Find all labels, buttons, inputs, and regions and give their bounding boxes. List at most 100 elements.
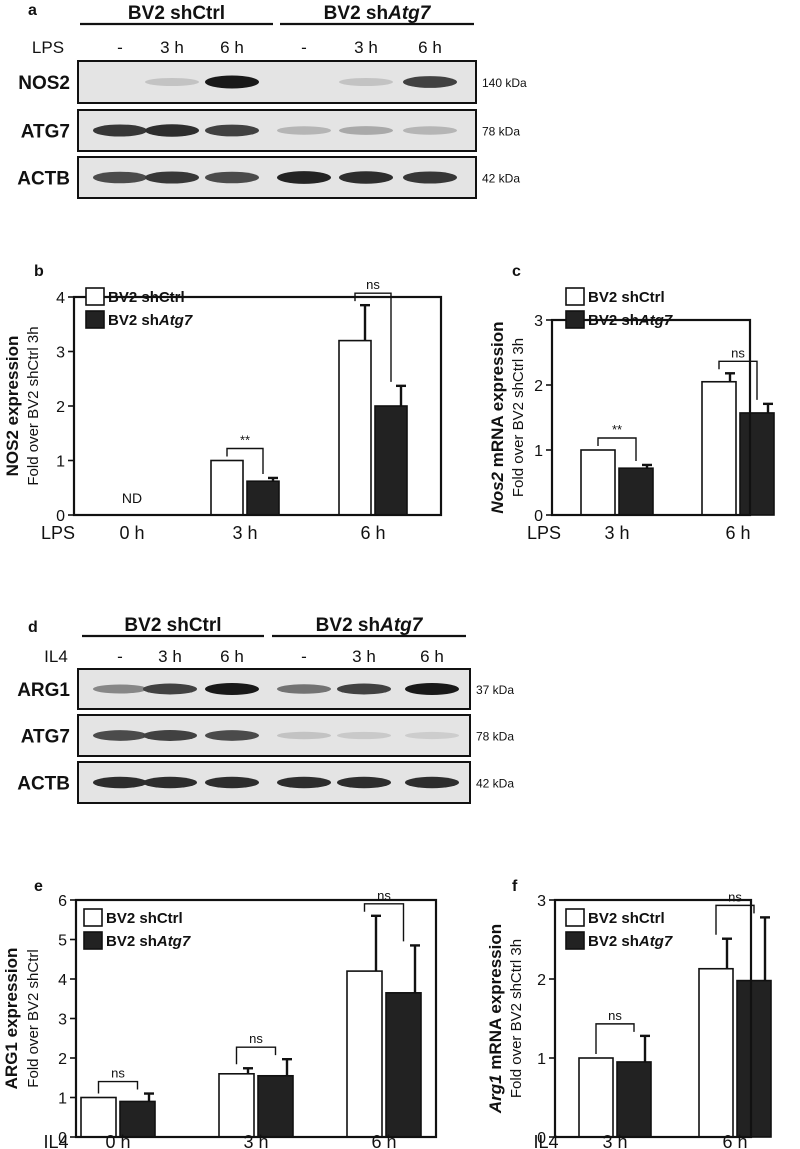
blot-band xyxy=(277,171,331,184)
blot-band xyxy=(405,683,459,695)
x-category-label: 6 h xyxy=(360,523,385,543)
blot-band xyxy=(93,776,147,789)
legend-label-shatg7-part: BV2 sh xyxy=(108,312,159,329)
y-axis-label-part: Arg1 xyxy=(486,1074,505,1114)
blot-band xyxy=(403,126,457,135)
x-treatment-label: IL4 xyxy=(43,1132,68,1149)
plot-frame xyxy=(553,898,753,1139)
legend-label-shatg7-part: Atg7 xyxy=(638,933,673,950)
blot-protein-label: ATG7 xyxy=(21,727,70,748)
significance-label: ns xyxy=(728,889,742,904)
blot-band xyxy=(93,730,147,741)
significance-label: ** xyxy=(240,433,250,448)
y-tick-label: 3 xyxy=(534,313,543,330)
chart-panel-letter: e xyxy=(34,878,43,895)
blot-band xyxy=(143,730,197,741)
blot-band xyxy=(339,77,393,87)
y-axis-label-part: NOS2 xyxy=(3,430,22,476)
bar-shatg7 xyxy=(257,1074,294,1138)
y-tick-label: 6 xyxy=(58,893,67,910)
blot-group-label-shatg7-part: BV2 sh xyxy=(316,615,380,636)
blot-band xyxy=(339,126,393,135)
blot-group-label-shatg7-part: BV2 sh xyxy=(324,3,388,24)
blot-treatment-label: LPS xyxy=(32,38,64,57)
blot-band xyxy=(277,126,331,135)
blot-band xyxy=(337,776,391,789)
legend-label-shctrl: BV2 shCtrl xyxy=(588,910,665,927)
x-category-label: 3 h xyxy=(243,1132,268,1149)
blot-band xyxy=(205,124,259,137)
legend-label-shatg7-part: BV2 sh xyxy=(588,933,639,950)
plot-frame xyxy=(550,318,752,517)
blot-band xyxy=(143,776,197,789)
y-tick-label: 2 xyxy=(537,972,546,989)
y-axis-label: ARG1 expression xyxy=(2,948,21,1090)
blot-group-label-shatg7-part: Atg7 xyxy=(379,615,424,636)
y-tick-label: 5 xyxy=(58,933,67,950)
blot-lane-label: 3 h xyxy=(352,647,376,666)
legend-swatch-shctrl xyxy=(85,287,105,306)
significance-bracket xyxy=(363,903,405,942)
y-tick-label: 0 xyxy=(56,508,65,525)
bar-shatg7 xyxy=(616,1061,652,1138)
legend-label-shatg7: BV2 shAtg7 xyxy=(588,312,673,329)
bar-shatg7 xyxy=(119,1100,156,1138)
blot-band xyxy=(403,171,457,184)
blot-band xyxy=(93,171,147,184)
x-category-label: 0 h xyxy=(105,1132,130,1149)
bar-shctrl xyxy=(218,1073,255,1138)
y-axis-label-part: ARG1 xyxy=(2,1042,21,1089)
bar-shctrl xyxy=(580,449,616,516)
y-tick-label: 0 xyxy=(537,1130,546,1147)
legend-swatch-shatg7 xyxy=(85,310,105,329)
legend-label-shatg7-part: BV2 sh xyxy=(106,933,157,950)
blot-band xyxy=(93,684,147,694)
y-tick-label: 1 xyxy=(534,443,543,460)
blot-size-label: 37 kDa xyxy=(476,683,514,697)
chart-panel-letter: c xyxy=(512,263,521,280)
significance-bracket xyxy=(715,904,755,935)
chart-panel-letter: b xyxy=(34,263,44,280)
bar-shctrl xyxy=(80,1096,117,1138)
legend-label-shatg7-part: Atg7 xyxy=(156,933,191,950)
blot-band xyxy=(205,776,259,789)
legend-swatch-shctrl xyxy=(565,908,585,927)
y-axis-sublabel: Fold over BV2 shCtrl xyxy=(25,949,42,1087)
blot-group-label-shatg7: BV2 shAtg7 xyxy=(316,615,424,636)
x-category-label: 0 h xyxy=(119,523,144,543)
legend-label-shatg7: BV2 shAtg7 xyxy=(108,312,193,329)
y-tick-label: 2 xyxy=(58,1051,67,1068)
x-category-label: 6 h xyxy=(371,1132,396,1149)
y-tick-label: 0 xyxy=(534,508,543,525)
y-tick-label: 1 xyxy=(58,1091,67,1108)
significance-label: ns xyxy=(366,277,380,292)
blot-protein-label: ARG1 xyxy=(17,680,70,701)
blot-size-label: 78 kDa xyxy=(476,730,514,744)
x-category-label: 3 h xyxy=(232,523,257,543)
bar-shatg7 xyxy=(736,979,772,1138)
legend-swatch-shatg7 xyxy=(565,931,585,950)
x-category-label: 6 h xyxy=(722,1132,747,1149)
bar-shatg7 xyxy=(739,412,775,516)
legend-swatch-shctrl xyxy=(565,287,585,306)
legend-swatch-shctrl xyxy=(83,908,103,927)
blot-lane-label: 3 h xyxy=(354,38,378,57)
x-treatment-label: LPS xyxy=(41,523,75,543)
blot-treatment-label: IL4 xyxy=(44,647,68,666)
y-tick-label: 2 xyxy=(56,399,65,416)
y-axis-sublabel: Fold over BV2 shCtrl 3h xyxy=(25,326,42,485)
y-tick-label: 4 xyxy=(58,972,67,989)
blot-lane-label: 6 h xyxy=(420,647,444,666)
y-axis-label: Nos2 mRNA expression xyxy=(488,321,507,513)
significance-label: ** xyxy=(612,422,622,437)
blot-band xyxy=(337,731,391,740)
y-tick-label: 1 xyxy=(537,1051,546,1068)
blot-band xyxy=(403,76,457,88)
y-axis-label-part: expression xyxy=(2,948,21,1043)
x-treatment-label: LPS xyxy=(527,523,561,543)
y-axis-label-part: mRNA expression xyxy=(486,924,505,1075)
blot-protein-label: ACTB xyxy=(17,169,70,190)
bar-shatg7 xyxy=(385,992,422,1138)
blot-band xyxy=(143,683,197,695)
